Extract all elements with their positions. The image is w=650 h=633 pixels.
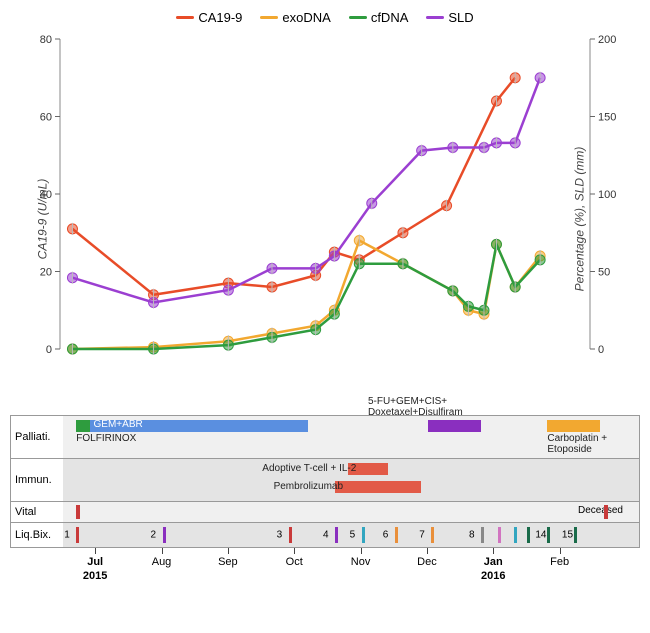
row-body: Deceased bbox=[63, 502, 639, 522]
x-tick-label: Jul bbox=[87, 556, 103, 568]
legend-item: CA19-9 bbox=[176, 10, 242, 25]
legend-item: SLD bbox=[426, 10, 473, 25]
treatment-label: Adoptive T-cell + IL-2 bbox=[262, 463, 356, 474]
liq-tick-num: 14 bbox=[535, 530, 546, 541]
liq-tick bbox=[163, 527, 166, 543]
x-axis: Jul Aug Sep Oct Nov Dec Jan Feb 2015 2016 bbox=[62, 548, 640, 584]
chart-area: CA19-9 (U/mL) Percentage (%), SLD (mm) 0… bbox=[10, 29, 640, 409]
line-chart: 020406080050100150200 bbox=[10, 29, 640, 369]
timeline: Palliati. GEM+ABRFOLFIRINOX5-FU+GEM+CIS+… bbox=[10, 415, 640, 548]
treatment-label: GEM+ABR bbox=[94, 419, 143, 430]
treatment-label: Pembrolizumab bbox=[274, 481, 343, 492]
x-tick-label: Feb bbox=[550, 556, 569, 568]
timeline-row-palliati: Palliati. GEM+ABRFOLFIRINOX5-FU+GEM+CIS+… bbox=[11, 416, 639, 459]
timeline-row-vital: Vital Deceased bbox=[11, 502, 639, 523]
liq-tick bbox=[514, 527, 517, 543]
legend-swatch bbox=[176, 16, 194, 19]
deceased-label: Deceased bbox=[578, 505, 623, 516]
legend-item: exoDNA bbox=[260, 10, 330, 25]
y-axis-left-label: CA19-9 (U/mL) bbox=[35, 179, 49, 260]
liq-tick bbox=[335, 527, 338, 543]
legend: CA19-9 exoDNA cfDNA SLD bbox=[10, 10, 640, 25]
row-label: Palliati. bbox=[11, 416, 63, 458]
row-label: Liq.Bix. bbox=[11, 523, 63, 547]
x-tick-label: Jan bbox=[484, 556, 503, 568]
legend-label: cfDNA bbox=[371, 10, 409, 25]
x-year-label: 2015 bbox=[83, 570, 107, 582]
legend-swatch bbox=[426, 16, 444, 19]
row-body: 1 2 3 4 5 6 7 8 14 15 bbox=[63, 523, 639, 547]
liq-tick bbox=[289, 527, 292, 543]
x-tick-label: Oct bbox=[286, 556, 303, 568]
liq-tick bbox=[431, 527, 434, 543]
x-tick-label: Aug bbox=[152, 556, 172, 568]
liq-tick bbox=[395, 527, 398, 543]
liq-tick bbox=[574, 527, 577, 543]
figure: CA19-9 exoDNA cfDNA SLD CA19-9 (U/mL) Perce… bbox=[10, 10, 640, 584]
x-year-label: 2016 bbox=[481, 570, 505, 582]
legend-label: CA19-9 bbox=[198, 10, 242, 25]
liq-tick-num: 1 bbox=[64, 530, 70, 541]
liq-tick-num: 5 bbox=[350, 530, 356, 541]
row-label: Vital bbox=[11, 502, 63, 522]
legend-label: SLD bbox=[448, 10, 473, 25]
legend-swatch bbox=[349, 16, 367, 19]
x-tick-label: Nov bbox=[351, 556, 371, 568]
svg-text:100: 100 bbox=[598, 189, 616, 201]
liq-tick bbox=[527, 527, 530, 543]
row-body: Adoptive T-cell + IL-2 Pembrolizumab bbox=[63, 459, 639, 501]
liq-tick-num: 3 bbox=[277, 530, 283, 541]
x-tick-label: Sep bbox=[218, 556, 238, 568]
treatment-bar-5fu bbox=[428, 420, 481, 432]
svg-text:60: 60 bbox=[40, 112, 52, 124]
svg-text:80: 80 bbox=[40, 34, 52, 46]
treatment-label: 5-FU+GEM+CIS+ Doxetaxel+Disulfiram bbox=[368, 396, 463, 418]
svg-text:0: 0 bbox=[598, 344, 604, 356]
liq-tick-num: 15 bbox=[562, 530, 573, 541]
treatment-bar-folfirinox bbox=[76, 420, 89, 432]
row-body: GEM+ABRFOLFIRINOX5-FU+GEM+CIS+ Doxetaxel… bbox=[63, 416, 639, 458]
deceased-tick bbox=[604, 505, 608, 519]
series-line-CA19-9 bbox=[72, 78, 515, 295]
timeline-row-immun: Immun. Adoptive T-cell + IL-2 Pembrolizum… bbox=[11, 459, 639, 502]
liq-tick-num: 6 bbox=[383, 530, 389, 541]
liq-tick-num: 2 bbox=[151, 530, 157, 541]
svg-text:20: 20 bbox=[40, 267, 52, 279]
vital-start-tick bbox=[76, 505, 80, 519]
liq-tick-num: 7 bbox=[419, 530, 425, 541]
liq-tick bbox=[481, 527, 484, 543]
svg-text:0: 0 bbox=[46, 344, 52, 356]
timeline-row-liq: Liq.Bix. 1 2 3 4 5 6 7 8 14 15 bbox=[11, 523, 639, 547]
x-tick-label: Dec bbox=[417, 556, 437, 568]
treatment-bar-carbo bbox=[547, 420, 600, 432]
liq-tick bbox=[76, 527, 79, 543]
legend-swatch bbox=[260, 16, 278, 19]
svg-text:200: 200 bbox=[598, 34, 616, 46]
svg-text:150: 150 bbox=[598, 112, 616, 124]
treatment-label: Carboplatin + Etoposide bbox=[547, 433, 607, 455]
legend-label: exoDNA bbox=[282, 10, 330, 25]
treatment-bar-pembro bbox=[335, 481, 421, 493]
liq-tick-num: 8 bbox=[469, 530, 475, 541]
liq-tick bbox=[362, 527, 365, 543]
svg-text:50: 50 bbox=[598, 267, 610, 279]
series-line-SLD bbox=[72, 78, 540, 303]
treatment-label: FOLFIRINOX bbox=[76, 433, 136, 444]
row-label: Immun. bbox=[11, 459, 63, 501]
legend-item: cfDNA bbox=[349, 10, 409, 25]
liq-tick bbox=[547, 527, 550, 543]
y-axis-right-label: Percentage (%), SLD (mm) bbox=[573, 147, 587, 292]
liq-tick bbox=[498, 527, 501, 543]
liq-tick-num: 4 bbox=[323, 530, 329, 541]
series-line-cfDNA bbox=[72, 244, 540, 349]
series-line-exoDNA bbox=[72, 241, 540, 350]
